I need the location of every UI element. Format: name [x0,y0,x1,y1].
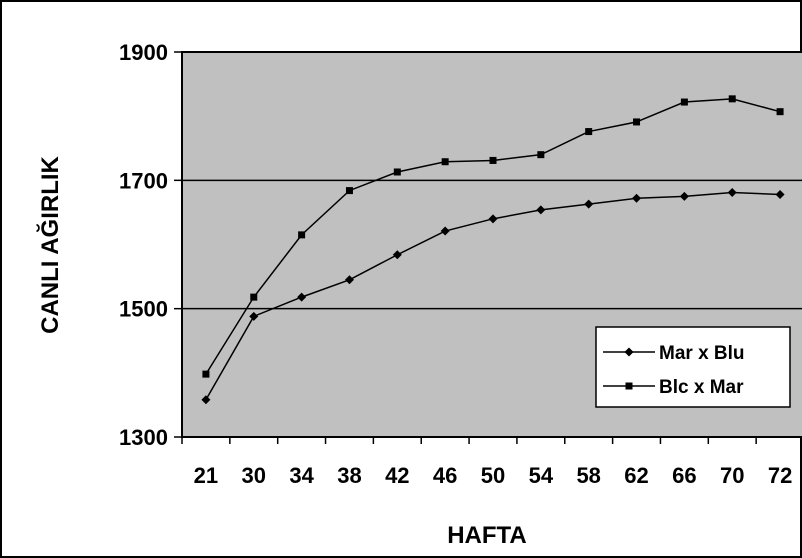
data-point [344,275,354,285]
legend-label: Mar x Blu [659,343,745,364]
y-tick-label: 1900 [119,40,168,65]
data-point [489,156,497,164]
x-tick-label: 30 [242,463,266,488]
data-point [537,151,545,159]
data-point [249,311,259,321]
x-tick-label: 42 [385,463,409,488]
data-point [633,118,641,126]
data-point [201,395,211,405]
x-axis-title: HAFTA [447,522,527,549]
data-point [393,168,401,176]
data-point [680,98,688,106]
y-tick-label: 1500 [119,297,168,322]
x-axis-ticks: 21 30 34 38 42 46 50 54 58 62 66 70 72 [181,437,792,488]
data-point [392,250,402,260]
data-point [728,95,736,103]
legend-entry: Mar x Blu [603,343,745,364]
data-point [297,292,307,302]
x-tick-label: 62 [624,463,648,488]
y-axis-title: CANLI AĞIRLIK [36,155,64,333]
data-point [345,187,353,195]
x-tick-label: 46 [433,463,457,488]
x-tick-label: 72 [768,463,792,488]
x-tick-label: 38 [337,463,361,488]
legend-box [595,326,791,408]
series-2 [202,95,784,378]
x-tick-label: 58 [576,463,600,488]
y-axis-ticks: 1300 1500 1700 1900 [119,40,182,450]
data-point [298,231,306,239]
data-point [775,189,785,199]
legend: Mar x Blu Blc x Mar [595,326,791,408]
x-tick-label: 66 [672,463,696,488]
data-point [585,128,593,136]
data-point [776,108,784,116]
legend-label: Blc x Mar [659,377,744,398]
y-tick-label: 1300 [119,425,168,450]
data-point [202,370,210,378]
x-tick-label: 50 [481,463,505,488]
x-tick-label: 54 [529,463,554,488]
data-point [679,191,689,201]
data-point [536,205,546,215]
series-layer [201,95,785,405]
data-point [727,188,737,198]
x-tick-label: 21 [194,463,218,488]
y-tick-label: 1700 [119,168,168,193]
x-tick-label: 70 [720,463,744,488]
legend-marker [625,382,633,390]
x-tick-label: 34 [289,463,314,488]
data-point [440,226,450,236]
data-point [584,199,594,209]
series-1 [201,188,785,405]
legend-entry: Blc x Mar [603,377,744,398]
data-point [488,214,498,224]
data-point [632,193,642,203]
data-point [250,293,258,301]
data-point [441,158,449,166]
legend-marker [624,347,634,357]
gridlines [182,179,802,310]
